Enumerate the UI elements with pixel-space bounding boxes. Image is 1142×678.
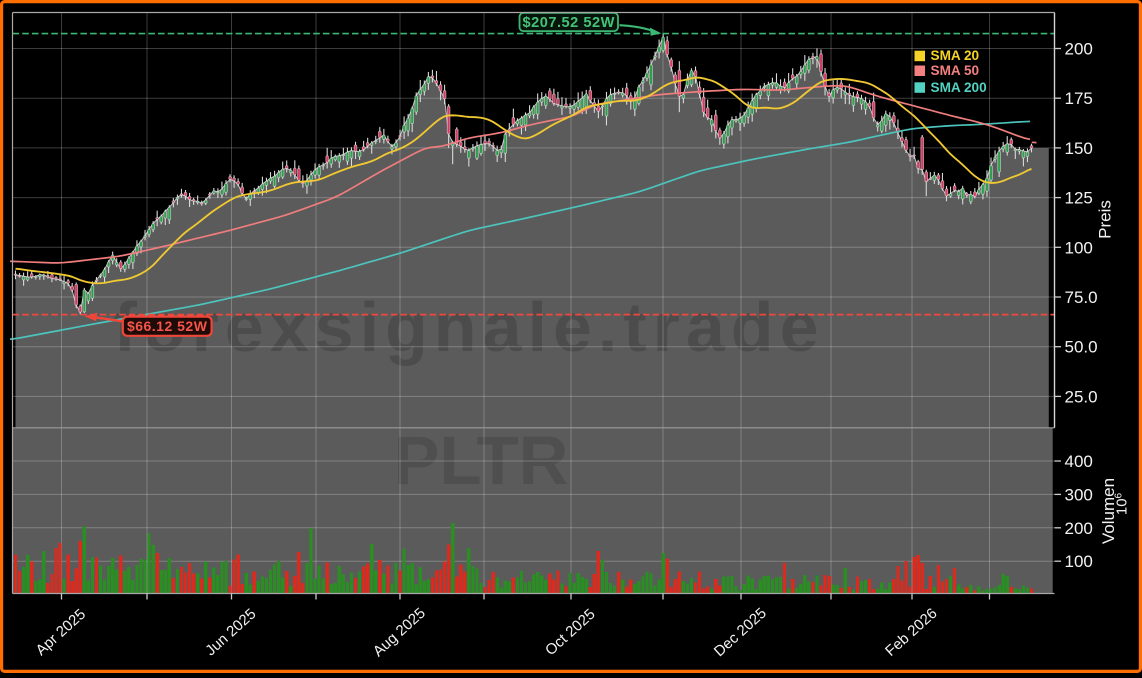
svg-text:100: 100: [1065, 552, 1093, 571]
svg-text:50.0: 50.0: [1065, 338, 1098, 357]
svg-text:100: 100: [1065, 238, 1093, 257]
svg-text:400: 400: [1065, 452, 1093, 471]
svg-text:$66.12 52W: $66.12 52W: [127, 318, 208, 334]
svg-text:25.0: 25.0: [1065, 387, 1098, 406]
svg-text:150: 150: [1065, 139, 1093, 158]
svg-text:SMA 20: SMA 20: [931, 48, 980, 63]
svg-text:125: 125: [1065, 189, 1093, 208]
svg-text:$207.52 52W: $207.52 52W: [523, 15, 615, 31]
svg-text:SMA 200: SMA 200: [931, 80, 987, 95]
svg-text:300: 300: [1065, 485, 1093, 504]
svg-text:200: 200: [1065, 40, 1093, 59]
svg-text:75.0: 75.0: [1065, 288, 1098, 307]
svg-text:175: 175: [1065, 89, 1093, 108]
svg-text:200: 200: [1065, 519, 1093, 538]
svg-text:Preis: Preis: [1096, 200, 1115, 239]
svg-text:SMA 50: SMA 50: [931, 63, 980, 78]
